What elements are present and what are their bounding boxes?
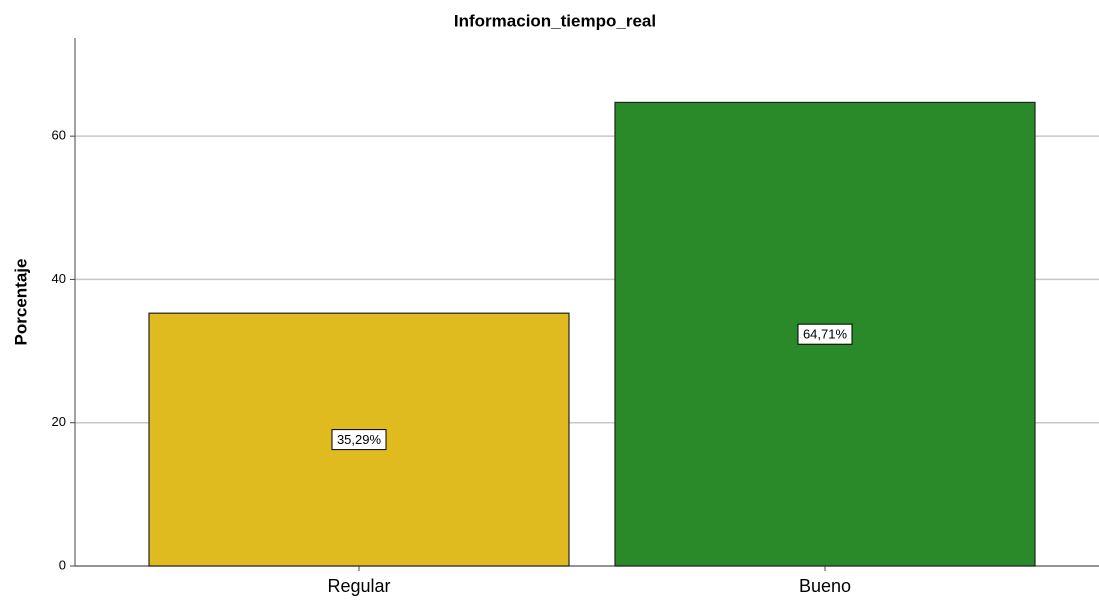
- x-tick-label: Regular: [327, 576, 390, 596]
- y-tick-label: 20: [52, 414, 66, 429]
- value-label: 35,29%: [337, 432, 382, 447]
- y-tick-label: 60: [52, 128, 66, 143]
- y-tick-label: 0: [59, 557, 66, 572]
- x-tick-label: Bueno: [799, 576, 851, 596]
- value-label-box: [797, 323, 853, 345]
- y-axis-label: Porcentaje: [11, 259, 30, 346]
- value-label-box: [331, 429, 387, 451]
- chart-title: Informacion_tiempo_real: [454, 11, 656, 30]
- value-label: 64,71%: [803, 327, 848, 342]
- y-tick-label: 40: [52, 271, 66, 286]
